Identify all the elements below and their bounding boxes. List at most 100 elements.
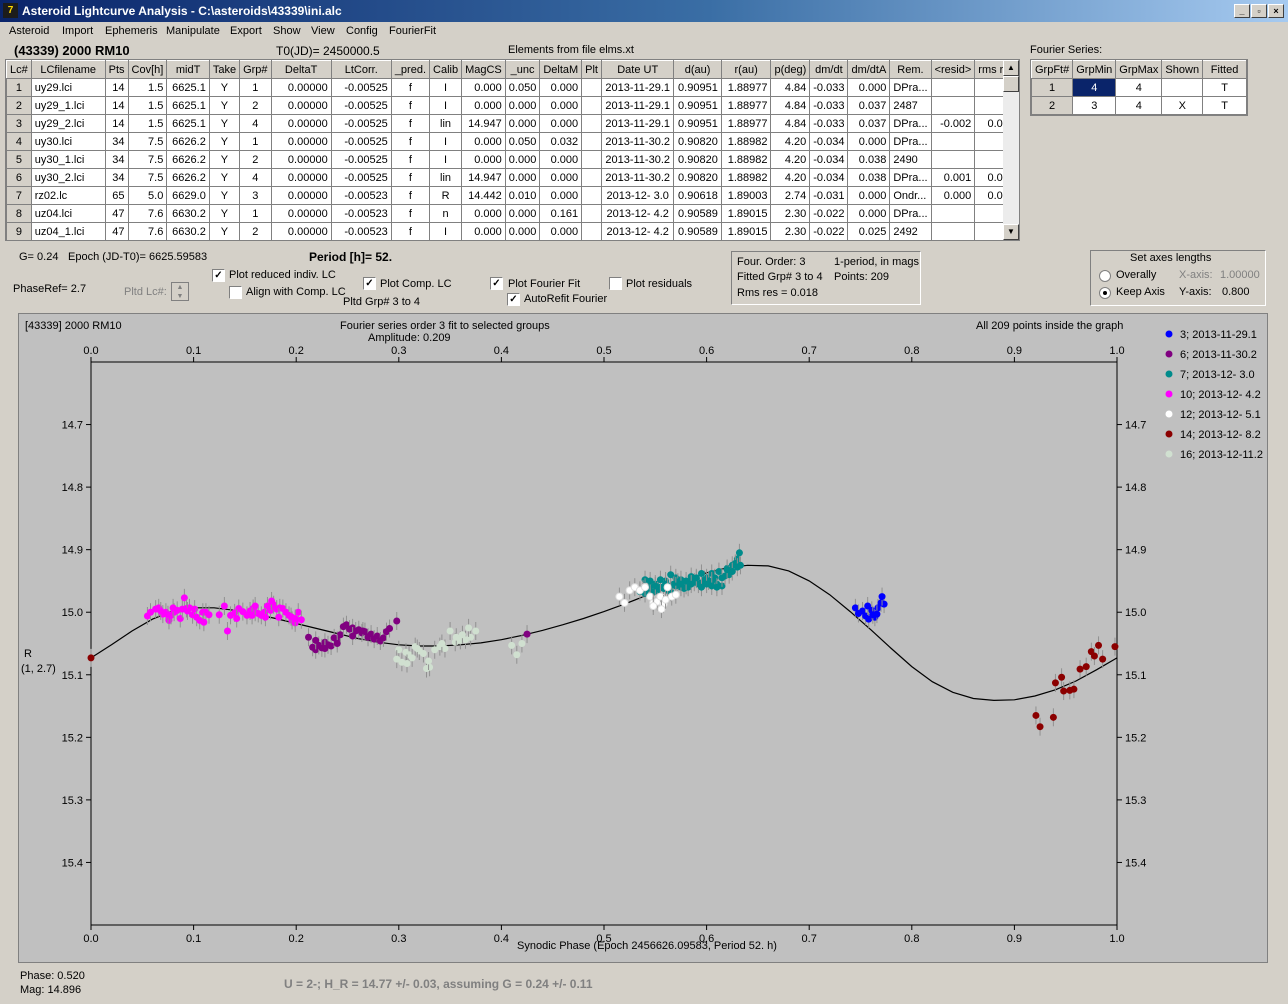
lc-col-header[interactable]: d(au)	[673, 60, 722, 79]
fourier-cell[interactable]: 3	[1072, 96, 1117, 115]
overall-radio[interactable]	[1099, 270, 1111, 282]
minimize-button[interactable]: _	[1234, 4, 1250, 18]
table-scrollbar[interactable]: ▲ ▼	[1003, 60, 1019, 240]
data-point	[267, 606, 275, 614]
menu-manipulate[interactable]: Manipulate	[166, 25, 220, 37]
lc-col-header[interactable]: Date UT	[600, 60, 675, 79]
lc-row-header[interactable]: 8	[6, 204, 32, 223]
lc-col-header[interactable]: r(au)	[720, 60, 772, 79]
menu-export[interactable]: Export	[230, 25, 262, 37]
fourier-cell[interactable]: 4	[1115, 78, 1163, 97]
lc-table-row[interactable]: 1 uy29.lci 14 1.5 6625.1 Y 1 0.00000 -0.00525 f I 0…	[6, 78, 1019, 97]
scroll-thumb[interactable]	[1003, 76, 1019, 92]
yaxis-value[interactable]: 0.800	[1222, 286, 1250, 298]
lc-col-header[interactable]: Lc#	[6, 60, 32, 79]
fourier-cell[interactable]: 4	[1115, 96, 1163, 115]
pltd-lc-spinner[interactable]: ▲ ▼	[171, 282, 189, 301]
lc-cell: 2013-11-30.2	[600, 168, 675, 187]
lc-col-header[interactable]: dm/dtA	[847, 60, 891, 79]
lc-table-row[interactable]: 8 uz04.lci 47 7.6 6630.2 Y 1 0.00000 -0.00523 f n 0…	[6, 204, 1019, 223]
data-point	[472, 627, 480, 635]
lc-col-header[interactable]: Grp#	[239, 60, 272, 79]
lc-cell: Y	[208, 114, 241, 133]
data-point	[413, 645, 421, 653]
fourier-cell[interactable]: T	[1202, 78, 1248, 97]
lc-cell: Y	[208, 186, 241, 205]
restore-button[interactable]: ▫	[1251, 4, 1267, 18]
lc-col-header[interactable]: MagCS	[461, 60, 506, 79]
fourier-row-header[interactable]: 1	[1030, 78, 1074, 97]
lc-row-header[interactable]: 7	[6, 186, 32, 205]
lc-col-header[interactable]: Pts	[104, 60, 129, 79]
menu-asteroid[interactable]: Asteroid	[9, 25, 50, 37]
phaseref-value[interactable]: PhaseRef= 2.7	[13, 283, 87, 295]
data-point	[305, 633, 313, 641]
lc-col-header[interactable]: LtCorr.	[330, 60, 392, 79]
plot-reduced-checkbox[interactable]: ✓	[212, 269, 225, 282]
lc-cell: f	[390, 168, 431, 187]
x-tick-label-top: 0.1	[186, 345, 201, 357]
lc-col-header[interactable]: midT	[166, 60, 210, 79]
lc-table-row[interactable]: 6 uy30_2.lci 34 7.5 6626.2 Y 4 0.00000 -0.00525 f…	[6, 168, 1019, 187]
lc-cell: 6625.1	[166, 114, 210, 133]
lc-col-header[interactable]: DeltaT	[270, 60, 332, 79]
lc-table-row[interactable]: 5 uy30_1.lci 34 7.5 6626.2 Y 2 0.00000 -0.00525 f…	[6, 150, 1019, 169]
menu-show[interactable]: Show	[273, 25, 301, 37]
lc-cell: 0.000	[504, 168, 541, 187]
fourier-cell[interactable]: X	[1161, 96, 1204, 115]
scroll-up-button[interactable]: ▲	[1003, 60, 1019, 76]
menu-import[interactable]: Import	[62, 25, 94, 37]
lc-col-header[interactable]: _pred.	[390, 60, 431, 79]
y-tick-label-right: 15.0	[1125, 607, 1146, 619]
lc-row-header[interactable]: 2	[6, 96, 32, 115]
lc-col-header[interactable]: Cov[h]	[127, 60, 168, 79]
lc-col-header[interactable]: <resid>	[930, 60, 976, 79]
fourier-cell[interactable]	[1161, 78, 1204, 97]
lc-cell: f	[390, 132, 431, 151]
lc-row-header[interactable]: 6	[6, 168, 32, 187]
menu-view[interactable]: View	[311, 25, 335, 37]
lc-row-header[interactable]: 5	[6, 150, 32, 169]
lc-col-header[interactable]: Plt	[581, 60, 602, 79]
lc-cell: 1.5	[127, 78, 168, 97]
menu-ephemeris[interactable]: Ephemeris	[105, 25, 158, 37]
lc-table-row[interactable]: 2 uy29_1.lci 14 1.5 6625.1 Y 2 0.00000 -0.00525 f…	[6, 96, 1019, 115]
close-button[interactable]: ×	[1268, 4, 1284, 18]
lc-table-row[interactable]: 9 uz04_1.lci 47 7.6 6630.2 Y 2 0.00000 -0.00523 f…	[6, 222, 1019, 240]
lc-row-header[interactable]: 3	[6, 114, 32, 133]
data-point	[715, 568, 723, 576]
fourier-cell[interactable]: T	[1202, 96, 1248, 115]
fourier-cell[interactable]: 4	[1072, 78, 1117, 97]
autorefit-checkbox[interactable]: ✓	[507, 293, 520, 306]
fourier-row-header[interactable]: 2	[1030, 96, 1074, 115]
lc-col-header[interactable]: _unc	[504, 60, 541, 79]
menu-fourierfit[interactable]: FourierFit	[389, 25, 437, 37]
lc-col-header[interactable]: dm/dt	[809, 60, 849, 79]
lc-col-header[interactable]: Take	[208, 60, 241, 79]
lc-table-row[interactable]: 4 uy30.lci 34 7.5 6626.2 Y 1 0.00000 -0.00525 f I 0…	[6, 132, 1019, 151]
plot-residuals-checkbox[interactable]	[609, 277, 622, 290]
lc-cell: 4.84	[770, 78, 811, 97]
lc-col-header[interactable]: Rem.	[889, 60, 932, 79]
lc-table-row[interactable]: 7 rz02.lc 65 5.0 6629.0 Y 3 0.00000 -0.00523 f R 14…	[6, 186, 1019, 205]
lc-col-header[interactable]: Calib	[429, 60, 463, 79]
lc-row-header[interactable]: 4	[6, 132, 32, 151]
lc-col-header[interactable]: LCfilename	[30, 60, 106, 79]
lc-col-header[interactable]: p(deg)	[770, 60, 811, 79]
plot-fourier-checkbox[interactable]: ✓	[490, 277, 503, 290]
lc-cell: f	[390, 114, 431, 133]
lc-table-row[interactable]: 3 uy29_2.lci 14 1.5 6625.1 Y 4 0.00000 -0.00525 f…	[6, 114, 1019, 133]
lc-row-header[interactable]: 9	[6, 222, 32, 240]
lc-cell: 0.00000	[270, 96, 332, 115]
lightcurve-graph[interactable]: [43339] 2000 RM10 Fourier series order 3…	[18, 313, 1268, 963]
scroll-down-button[interactable]: ▼	[1003, 224, 1019, 240]
plot-comp-checkbox[interactable]: ✓	[363, 277, 376, 290]
keep-axis-radio[interactable]	[1099, 287, 1111, 299]
lc-row-header[interactable]: 1	[6, 78, 32, 97]
menu-config[interactable]: Config	[346, 25, 378, 37]
xaxis-value[interactable]: 1.00000	[1220, 269, 1260, 281]
align-comp-checkbox[interactable]	[229, 286, 242, 299]
lc-col-header[interactable]: DeltaM	[539, 60, 583, 79]
